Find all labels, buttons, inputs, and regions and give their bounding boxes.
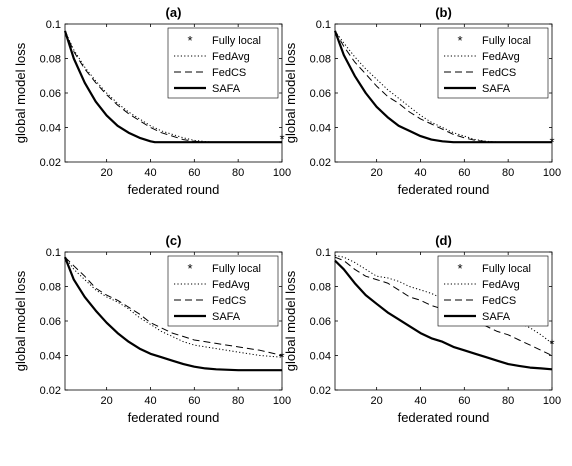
y-tick-label: 0.1 xyxy=(46,19,61,31)
legend-entry: FedAvg xyxy=(482,279,520,291)
y-tick-label: 0.04 xyxy=(310,123,331,135)
legend-marker-star: * xyxy=(187,33,192,48)
y-axis-label: global model loss xyxy=(13,42,28,143)
x-tick-label: 60 xyxy=(188,167,200,179)
legend-entry: SAFA xyxy=(482,83,511,95)
y-tick-label: 0.1 xyxy=(46,247,61,259)
chart-title: (d) xyxy=(435,233,452,248)
x-tick-label: 20 xyxy=(371,395,383,407)
legend-box xyxy=(167,255,279,327)
legend-entry: FedAvg xyxy=(212,51,250,63)
x-tick-label: 20 xyxy=(371,167,383,179)
legend-entry: Fully local xyxy=(212,35,261,47)
chart-panel-3: (c) 20 40 60 80 100 0.02 0.04 0.06 0.08 0.1 federat… xyxy=(13,233,291,425)
legend-entry: FedCS xyxy=(482,295,516,307)
y-tick-label: 0.06 xyxy=(40,316,61,328)
x-tick-label: 40 xyxy=(414,395,426,407)
series-marker-fully-local: * xyxy=(279,349,284,364)
y-tick-label: 0.04 xyxy=(40,351,61,363)
series-line-fedcs xyxy=(334,256,553,356)
x-tick-label: 80 xyxy=(502,395,514,407)
y-axis-label: global model loss xyxy=(13,270,28,371)
y-tick-label: 0.06 xyxy=(40,88,61,100)
legend-entry: FedCS xyxy=(212,295,246,307)
legend-box xyxy=(437,27,549,99)
y-tick-label: 0.04 xyxy=(310,351,331,363)
y-tick-label: 0.08 xyxy=(40,282,61,294)
x-axis-label: federated round xyxy=(128,182,220,197)
x-axis-label: federated round xyxy=(398,182,490,197)
chart-title: (c) xyxy=(166,233,182,248)
x-axis-label: federated round xyxy=(398,410,490,425)
x-tick-label: 80 xyxy=(232,167,244,179)
series-line-safa xyxy=(333,30,552,144)
legend: * Fully local FedAvg FedCS SAFA xyxy=(167,255,279,327)
legend-entry: FedAvg xyxy=(482,51,520,63)
series-line-safa xyxy=(334,259,553,371)
series-line-safa xyxy=(63,256,282,372)
series-line-fedavg xyxy=(64,30,282,143)
legend-box xyxy=(437,255,549,327)
series-marker-fully-local: * xyxy=(549,336,554,351)
x-tick-label: 60 xyxy=(458,395,470,407)
x-tick-label: 80 xyxy=(502,167,514,179)
chart-title: (b) xyxy=(435,5,452,20)
series-line-fedcs xyxy=(64,256,283,356)
legend-entry: FedCS xyxy=(212,67,246,79)
y-tick-label: 0.08 xyxy=(310,282,331,294)
chart-panel-4: (d) 20 40 60 80 100 0.02 0.04 0.06 0.08 0.1 federat… xyxy=(283,233,561,425)
legend: * Fully local FedAvg FedCS SAFA xyxy=(437,27,549,99)
legend-box xyxy=(167,27,279,99)
x-tick-label: 40 xyxy=(414,167,426,179)
y-tick-label: 0.08 xyxy=(40,54,61,66)
x-tick-label: 100 xyxy=(273,395,291,407)
legend-entry: SAFA xyxy=(482,311,511,323)
legend-entry: SAFA xyxy=(212,83,241,95)
legend-marker-star: * xyxy=(187,261,192,276)
y-tick-label: 0.1 xyxy=(316,247,331,259)
legend-entry: FedCS xyxy=(482,67,516,79)
y-tick-label: 0.02 xyxy=(40,157,61,169)
x-tick-label: 100 xyxy=(543,395,561,407)
x-tick-label: 40 xyxy=(144,167,156,179)
legend-entry: SAFA xyxy=(212,311,241,323)
x-axis-label: federated round xyxy=(128,410,220,425)
y-tick-label: 0.02 xyxy=(40,385,61,397)
x-tick-label: 60 xyxy=(188,395,200,407)
y-axis-label: global model loss xyxy=(283,42,298,143)
chart-panel-1: (a) 20 40 60 80 100 0.02 0.04 0.06 0.08 0.1 federat… xyxy=(13,5,291,197)
series-line-fedavg xyxy=(64,256,283,358)
x-tick-label: 20 xyxy=(101,395,113,407)
x-tick-label: 20 xyxy=(101,167,113,179)
y-tick-label: 0.02 xyxy=(310,385,331,397)
x-tick-label: 60 xyxy=(458,167,470,179)
y-axis-label: global model loss xyxy=(283,270,298,371)
y-tick-label: 0.06 xyxy=(310,316,331,328)
legend-entry: FedAvg xyxy=(212,279,250,291)
x-tick-label: 100 xyxy=(543,167,561,179)
chart-title: (a) xyxy=(166,5,182,20)
legend-entry: Fully local xyxy=(482,263,531,275)
legend-marker-star: * xyxy=(457,33,462,48)
x-tick-label: 100 xyxy=(273,167,291,179)
legend: * Fully local FedAvg FedCS SAFA xyxy=(167,27,279,99)
y-tick-label: 0.04 xyxy=(40,123,61,135)
y-tick-label: 0.1 xyxy=(316,19,331,31)
y-tick-label: 0.02 xyxy=(310,157,331,169)
legend-marker-star: * xyxy=(457,261,462,276)
series-line-safa xyxy=(63,30,282,144)
legend: * Fully local FedAvg FedCS SAFA xyxy=(437,255,549,327)
series-line-fedcs xyxy=(334,30,552,143)
legend-entry: Fully local xyxy=(212,263,261,275)
series-marker-fully-local: * xyxy=(279,132,284,147)
chart-panel-2: (b) 20 40 60 80 100 0.02 0.04 0.06 0.08 0.1 federat… xyxy=(283,5,561,197)
x-tick-label: 40 xyxy=(144,395,156,407)
y-tick-label: 0.08 xyxy=(310,54,331,66)
legend-entry: Fully local xyxy=(482,35,531,47)
series-line-fedavg xyxy=(334,30,552,143)
y-tick-label: 0.06 xyxy=(310,88,331,100)
x-tick-label: 80 xyxy=(232,395,244,407)
